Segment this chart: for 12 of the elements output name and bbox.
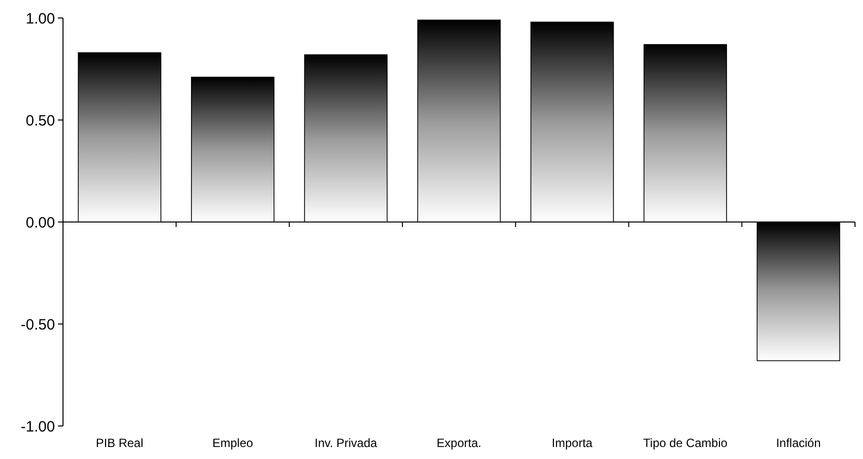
- y-tick-label: 0.00: [26, 214, 55, 232]
- y-tick-label: -0.50: [20, 316, 55, 334]
- x-tick-label: PIB Real: [96, 436, 144, 450]
- y-tick-label: 1.00: [26, 10, 55, 28]
- x-tick-label: Empleo: [212, 436, 254, 450]
- y-tick-label: -1.00: [20, 418, 55, 436]
- x-tick-label: Tipo de Cambio: [643, 436, 728, 450]
- x-tick-label: Inflación: [776, 436, 821, 450]
- x-tick-label: Inv. Privada: [314, 436, 378, 450]
- x-tick-label: Importa: [552, 436, 593, 450]
- x-tick-label: Exporta.: [436, 436, 482, 450]
- y-tick-label: 0.50: [26, 112, 55, 130]
